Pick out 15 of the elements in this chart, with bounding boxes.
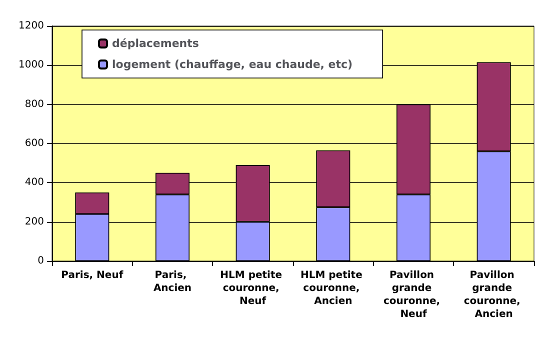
y-tick-label: 400 (24, 177, 44, 188)
y-tick-label: 1200 (18, 20, 44, 32)
y-tick-label: 0 (38, 256, 44, 266)
y-tick-label: 1000 (18, 60, 44, 71)
x-tick-label: HLM petite couronne, Neuf (220, 270, 286, 307)
x-tick-label: Paris, Ancien (153, 270, 192, 294)
x-tick-label: Paris, Neuf (61, 270, 124, 281)
x-tick-label: Pavillon grande couronne, Ancien (464, 270, 524, 320)
legend-label: logement (chauffage, eau chaude, etc) (112, 58, 353, 71)
legend-label: déplacements (112, 37, 200, 50)
y-tick-label: 200 (24, 216, 44, 228)
y-tick-label: 800 (24, 98, 44, 110)
x-tick-label: HLM petite couronne, Ancien (300, 270, 366, 307)
x-tick-label: Pavillon grande couronne, Neuf (383, 270, 444, 320)
y-tick-label: 600 (24, 138, 44, 149)
